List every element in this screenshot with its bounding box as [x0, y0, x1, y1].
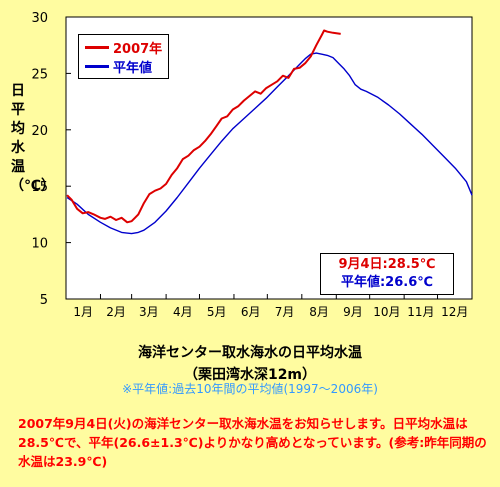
legend-item-2007: 2007年: [85, 38, 162, 57]
y-tick-label: 25: [31, 67, 48, 82]
x-tick-label: 12月: [441, 305, 468, 319]
value-callout: 9月4日:28.5℃ 平年値:26.6℃: [320, 253, 454, 295]
chart-title: 海洋センター取水海水の日平均水温: [138, 345, 362, 361]
y-tick-label: 15: [31, 180, 48, 195]
y-tick-label: 10: [31, 237, 48, 252]
x-tick-label: 2月: [106, 305, 126, 319]
x-tick-label: 5月: [207, 305, 227, 319]
legend-swatch-normal: [85, 65, 109, 68]
y-axis-label: 日平均水温（℃）: [10, 83, 55, 194]
x-tick-label: 4月: [173, 305, 193, 319]
legend-label-normal: 平年値: [113, 61, 153, 76]
callout-current: 9月4日:28.5℃: [338, 257, 436, 272]
description-text: 2007年9月4日(火)の海洋センター取水海水温をお知らせします。日平均水温は2…: [18, 416, 487, 469]
series-line-normal: [66, 52, 473, 235]
x-tick-label: 10月: [373, 305, 400, 319]
x-tick-label: 11月: [407, 305, 434, 319]
y-tick-label: 5: [40, 293, 48, 308]
series-line-2007: [66, 29, 341, 224]
legend-item-normal: 平年値: [85, 57, 162, 76]
x-tick-label: 7月: [275, 305, 295, 319]
x-tick-label: 9月: [343, 305, 363, 319]
chart-note: ※平年値:過去10年間の平均値(1997～2006年): [122, 382, 378, 396]
callout-normal: 平年値:26.6℃: [340, 275, 434, 290]
x-tick-label: 3月: [139, 305, 159, 319]
chart-subtitle: （栗田湾水深12m）: [183, 367, 317, 383]
y-tick-label: 20: [31, 124, 48, 139]
x-tick-label: 8月: [309, 305, 329, 319]
legend-label-2007: 2007年: [113, 42, 163, 57]
y-tick-label: 30: [31, 11, 48, 26]
chart-legend: 2007年 平年値: [78, 34, 170, 79]
x-tick-label: 1月: [73, 305, 93, 319]
legend-swatch-2007: [85, 46, 109, 49]
x-tick-label: 6月: [241, 305, 261, 319]
